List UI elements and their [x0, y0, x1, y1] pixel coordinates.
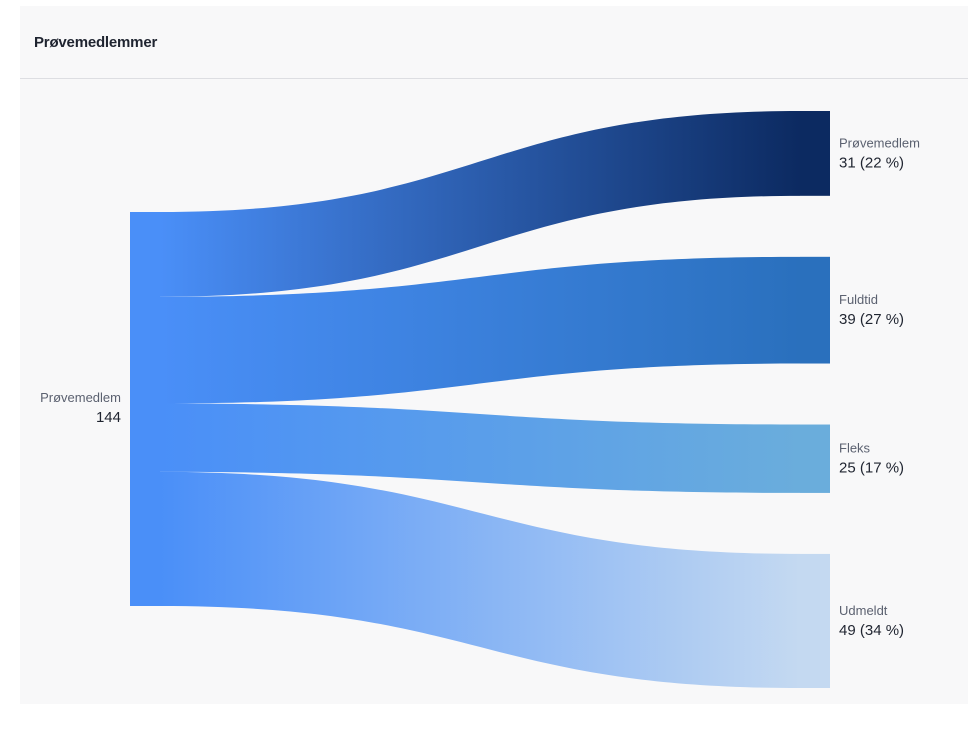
target-node-value-2: 25 (17 %) — [839, 460, 904, 477]
target-node-name-2: Fleks — [839, 441, 871, 456]
sankey-link-1 — [160, 256, 800, 404]
source-node — [130, 212, 160, 606]
card-header: Prøvemedlemmer — [20, 6, 968, 79]
nodes-layer — [130, 111, 830, 688]
labels-layer: Prøvemedlem 144 Prøvemedlem 31 (22 %) Fuld… — [40, 135, 920, 639]
source-node-name: Prøvemedlem — [40, 390, 121, 405]
card-title: Prøvemedlemmer — [34, 34, 158, 51]
target-node-0 — [800, 111, 830, 196]
sankey-link-3 — [160, 471, 800, 688]
target-node-value-3: 49 (34 %) — [839, 622, 904, 639]
target-node-name-1: Fuldtid — [839, 292, 878, 307]
target-node-name-3: Udmeldt — [839, 603, 888, 618]
source-node-value: 144 — [96, 409, 121, 426]
sankey-link-2 — [160, 403, 800, 493]
target-node-value-0: 31 (22 %) — [839, 154, 904, 171]
links-layer — [160, 111, 800, 688]
target-node-value-1: 39 (27 %) — [839, 311, 904, 328]
target-node-3 — [800, 553, 830, 688]
target-node-1 — [800, 256, 830, 364]
sankey-link-0 — [160, 111, 800, 297]
target-node-name-0: Prøvemedlem — [839, 135, 920, 150]
target-node-2 — [800, 424, 830, 493]
